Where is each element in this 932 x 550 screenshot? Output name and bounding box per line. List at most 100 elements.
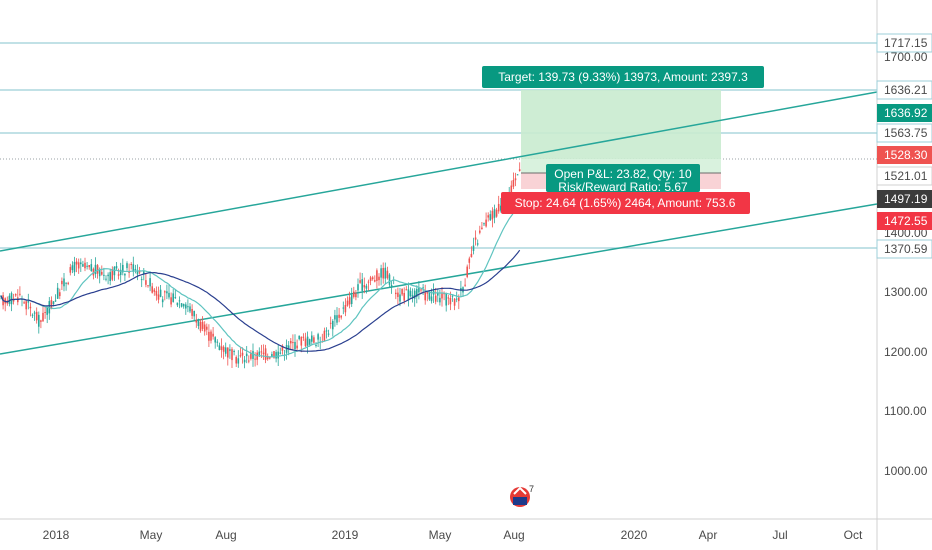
candle-body — [180, 303, 183, 307]
logo-superscript: 7 — [529, 484, 534, 494]
candle-body — [38, 314, 40, 327]
candle-body — [334, 315, 336, 320]
author-logo-icon: 7 — [510, 484, 534, 507]
axis-tag-1472: 1472.55 — [877, 212, 932, 230]
candle-body — [220, 346, 223, 351]
candle-body — [27, 301, 30, 303]
candle-body — [224, 347, 227, 354]
candle-body — [164, 291, 166, 293]
candle-body — [430, 296, 433, 302]
candle-body — [233, 350, 235, 352]
candle-body — [363, 285, 366, 288]
candle-body — [241, 352, 244, 356]
x-tick-label: Aug — [503, 528, 524, 542]
y-tick-label: 1100.00 — [884, 404, 927, 418]
candle-body — [271, 354, 273, 357]
candle-body — [8, 295, 11, 304]
candle-body — [399, 294, 401, 302]
stop-label-box — [501, 192, 750, 214]
axis-tag-text: 1521.01 — [884, 169, 928, 183]
candle-body — [315, 344, 317, 346]
target-label[interactable]: Target: 139.73 (9.33%) 13973, Amount: 23… — [482, 66, 764, 88]
candle-body — [212, 333, 214, 337]
candle-body — [296, 345, 298, 349]
candle-body — [44, 311, 46, 313]
axis-tag-box — [877, 104, 932, 122]
candle-body — [61, 280, 63, 285]
candle-body — [424, 292, 426, 301]
candle-body — [115, 266, 118, 269]
candle-body — [149, 278, 151, 287]
lower-channel-line[interactable] — [0, 203, 878, 355]
candle-body — [479, 230, 481, 233]
candle-body — [29, 306, 32, 309]
y-tick-label: 1300.00 — [884, 285, 928, 299]
candle-body — [187, 306, 189, 308]
candle-body — [483, 223, 485, 225]
axis-tag-box — [876, 166, 932, 186]
candle-body — [248, 360, 250, 362]
candle-body — [516, 174, 519, 176]
candle-body — [80, 262, 82, 265]
candle-body — [193, 311, 195, 317]
candle-body — [468, 258, 471, 263]
candle-body — [510, 185, 513, 195]
axis-tag-box — [876, 80, 932, 100]
candle-body — [59, 292, 61, 297]
candle-body — [214, 337, 216, 343]
candle-body — [317, 334, 319, 340]
candle-body — [390, 285, 393, 287]
axis-tag-text: 1472.55 — [884, 214, 928, 228]
axis-tag-1528: 1528.30 — [877, 146, 932, 164]
candle-body — [19, 293, 21, 295]
candle-body — [458, 297, 460, 302]
candle-body — [361, 279, 363, 291]
candle-body — [367, 281, 370, 283]
candle-body — [407, 289, 410, 301]
candle-body — [380, 268, 382, 278]
candle-body — [294, 341, 296, 350]
candle-body — [86, 265, 88, 267]
candle-body — [346, 300, 349, 306]
candle-body — [422, 287, 424, 289]
candle-body — [485, 219, 487, 227]
candle-body — [512, 179, 515, 187]
candle-body — [481, 227, 483, 230]
candle-body — [105, 278, 107, 280]
candle-body — [409, 290, 412, 297]
candle-body — [210, 331, 212, 341]
candle-body — [451, 295, 454, 297]
candle-body — [75, 261, 78, 265]
candle-body — [174, 297, 177, 299]
x-tick-label: Apr — [699, 528, 718, 542]
candle-body — [497, 203, 500, 212]
candle-body — [292, 342, 294, 344]
candle-body — [340, 315, 342, 318]
axis-tag-1521: 1521.01 — [876, 166, 932, 186]
candle-body — [382, 267, 384, 279]
candle-body — [365, 285, 368, 289]
candle-body — [33, 312, 36, 314]
y-tick-label: 1000.00 — [884, 464, 928, 478]
candle-body — [287, 345, 290, 350]
profit-zone — [521, 90, 721, 159]
stop-label[interactable]: Stop: 24.64 (1.65%) 2464, Amount: 753.6 — [501, 192, 750, 214]
price-axis-tags: 1717.15 1636.21 1636.92 1563.75 1528.30 … — [876, 33, 932, 259]
candle-body — [201, 321, 204, 329]
axis-tag-text: 1528.30 — [884, 148, 928, 162]
candle-body — [124, 273, 126, 276]
logo-mark — [513, 486, 527, 495]
pnl-label[interactable]: Open P&L: 23.82, Qty: 10 Risk/Reward Rat… — [546, 164, 700, 194]
candle-body — [453, 298, 456, 306]
trend-lines[interactable] — [0, 91, 878, 355]
candle-body — [96, 265, 99, 274]
upper-channel-line[interactable] — [0, 91, 878, 252]
candle-body — [302, 336, 305, 338]
candle-body — [117, 274, 120, 276]
candle-body — [466, 266, 468, 277]
candle-body — [447, 297, 450, 299]
candle-body — [25, 301, 27, 310]
pnl-label-box — [546, 164, 700, 192]
axis-tag-text: 1717.15 — [884, 36, 928, 50]
candle-body — [103, 274, 105, 276]
